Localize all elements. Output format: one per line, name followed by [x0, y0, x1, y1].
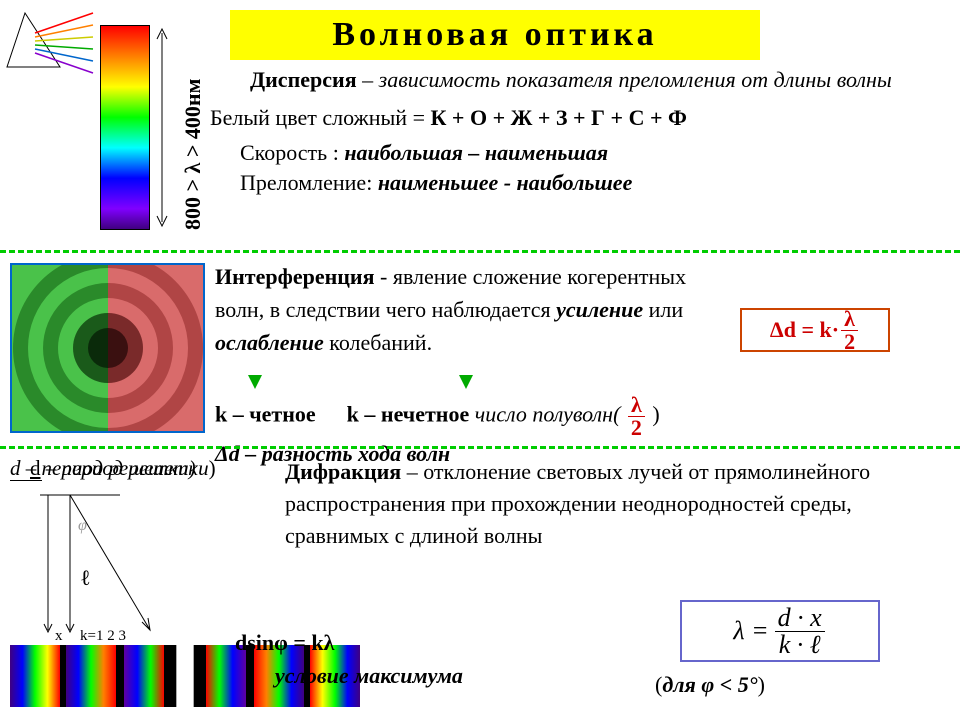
arrow-down-icon	[248, 375, 262, 389]
k-odd-label: k – нечетное	[347, 402, 470, 427]
diffraction-section: Дифракция – отклонение световых лучей от…	[285, 456, 955, 552]
dd-formula: Δd = k·	[770, 317, 839, 343]
x-label: x	[55, 628, 63, 640]
diffraction-max-formula: dsinφ = kλ	[235, 630, 334, 656]
diffraction-lambda-formula-box: λ = d · x k · ℓ	[680, 600, 880, 662]
phi-condition: (для φ < 5°)	[655, 672, 765, 698]
dispersion-term: Дисперсия	[250, 67, 357, 92]
page-title: Волновая оптика	[230, 10, 760, 60]
interference-weaken: ослабление	[215, 330, 324, 355]
lambda-lhs: λ =	[733, 616, 768, 646]
grating-diagram: φ ℓ x k=1 2 3	[30, 490, 250, 640]
speed-range: наибольшая – наименьшая	[344, 140, 608, 165]
speed-label: Скорость :	[240, 140, 344, 165]
k-odd-tail: число полуволн(	[469, 402, 626, 427]
interference-or: или	[643, 297, 683, 322]
spectrum-wavelength-label: 800 > λ > 400нм	[180, 25, 210, 230]
interference-formula-box: Δd = k·λ2	[740, 308, 890, 352]
k-even-label: k – четное	[215, 402, 316, 427]
interference-section: Интерференция - явление сложение когерен…	[215, 260, 955, 470]
phi-label: φ	[78, 517, 87, 534]
ell-label: ℓ	[80, 565, 91, 590]
newton-rings-image	[10, 263, 205, 433]
refraction-range: наименьшее - наибольшее	[378, 170, 633, 195]
dispersion-def: – зависимость показателя преломления от …	[357, 67, 892, 92]
k-odd-end: )	[647, 402, 660, 427]
spectrum-bar	[100, 25, 150, 230]
divider-2	[0, 446, 960, 449]
dispersion-section: Дисперсия – зависимость показателя прело…	[210, 65, 950, 198]
spectrum-arrows	[155, 25, 170, 230]
prism-icon	[5, 5, 95, 75]
divider-1	[0, 250, 960, 253]
grating-period-label-full: d – период решетки)	[30, 456, 216, 481]
k-labels: k=1 2 3	[80, 628, 126, 640]
interference-amplify: усиление	[556, 297, 643, 322]
lambda-half-frac: λ2	[841, 308, 858, 353]
white-light-formula: К + О + Ж + З + Г + С + Ф	[430, 105, 686, 130]
diffraction-max-label: условие максимума	[275, 663, 463, 689]
interference-term: Интерференция	[215, 264, 375, 289]
interference-end: колебаний.	[324, 330, 432, 355]
arrow-down-icon	[459, 375, 473, 389]
lambda-frac: d · x k · ℓ	[775, 605, 825, 658]
refraction-label: Преломление:	[240, 170, 378, 195]
white-light-label: Белый цвет сложный =	[210, 105, 430, 130]
half-lambda-frac: λ2	[628, 394, 645, 439]
diffraction-term: Дифракция	[285, 459, 401, 484]
